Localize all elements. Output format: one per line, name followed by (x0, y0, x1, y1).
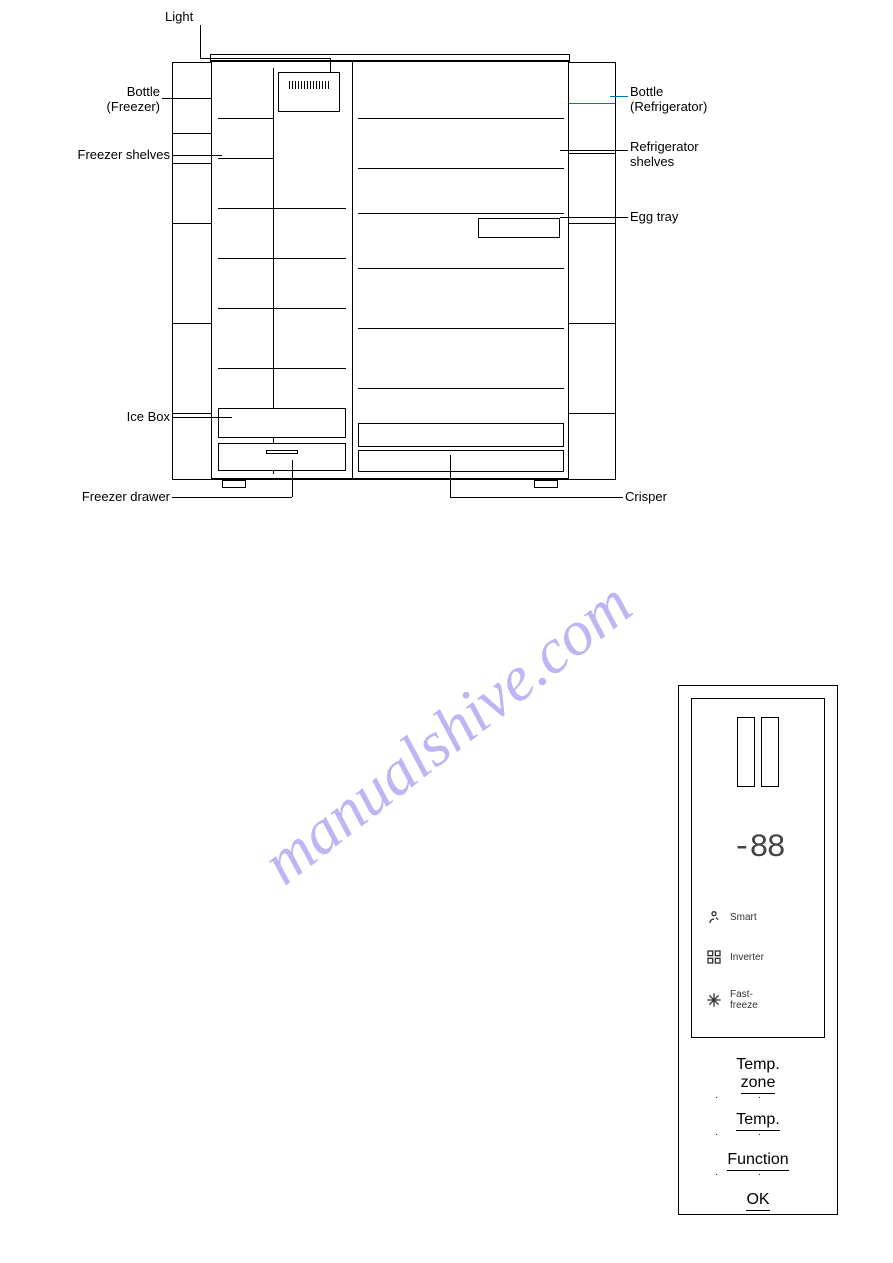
panel-bars (737, 717, 779, 787)
function-button[interactable]: Function .. (679, 1151, 837, 1175)
callout-freezer-shelves: Freezer shelves (70, 148, 170, 163)
fridge-door (568, 62, 616, 480)
callout-bottle-fridge: Bottle (Refrigerator) (630, 85, 707, 115)
fridge-body (210, 60, 570, 480)
mode-smart: Smart (706, 909, 757, 925)
mode-fast-freeze: Fast- freeze (706, 989, 758, 1011)
person-icon (706, 909, 722, 925)
callout-light: Light (165, 10, 193, 25)
temp-zone-button[interactable]: Temp. zone .. (679, 1056, 837, 1098)
panel-display-area: -88 Smart Inverter Fast- freeze (691, 698, 825, 1038)
temp-button[interactable]: Temp. .. (679, 1111, 837, 1135)
watermark: manualshive.com (248, 566, 645, 899)
mode-label: Inverter (730, 952, 764, 963)
callout-crisper: Crisper (625, 490, 667, 505)
callout-freezer-drawer: Freezer drawer (70, 490, 170, 505)
callout-ice-box: Ice Box (115, 410, 170, 425)
mode-label: Smart (730, 912, 757, 923)
grid-icon (706, 949, 722, 965)
control-panel: -88 Smart Inverter Fast- freeze (678, 685, 838, 1215)
ok-button[interactable]: OK .. (679, 1191, 837, 1215)
callout-bottle-freezer: Bottle (Freezer) (90, 85, 160, 115)
mode-label: Fast- freeze (730, 989, 758, 1011)
fridge-diagram: Light Bottle (Freezer) Freezer shelves I… (70, 10, 770, 520)
callout-egg-tray: Egg tray (630, 210, 678, 225)
temp-display: -88 (732, 829, 784, 866)
snowflake-icon (706, 992, 722, 1008)
button-label-line1: Temp. (679, 1056, 837, 1074)
mode-inverter: Inverter (706, 949, 764, 965)
callout-fridge-shelves: Refrigerator shelves (630, 140, 699, 170)
